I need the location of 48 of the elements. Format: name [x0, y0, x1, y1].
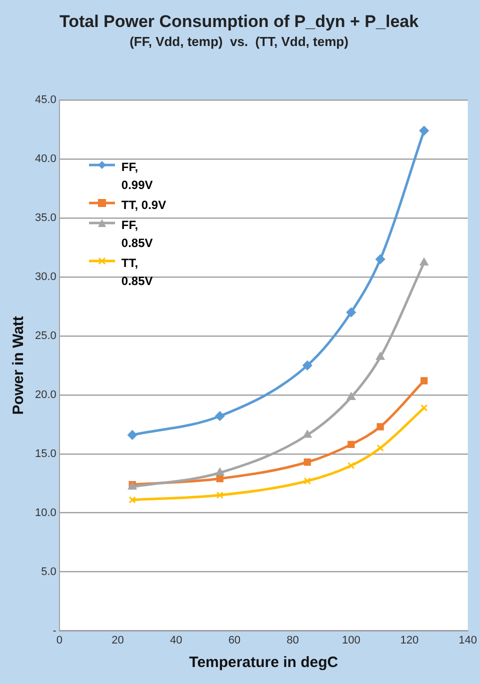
- y-tick-label: 5.0: [41, 566, 56, 578]
- x-tick-label: 0: [56, 634, 62, 646]
- point: [128, 496, 136, 504]
- point: [346, 308, 356, 318]
- point: [376, 444, 384, 452]
- legend-label: FF, 0.99V: [121, 159, 154, 194]
- x-tick-label: 60: [228, 634, 241, 646]
- point: [128, 430, 138, 440]
- legend-label: TT, 0.9V: [121, 197, 168, 214]
- x-tick-label: 20: [112, 634, 124, 646]
- y-tick-label: 35.0: [34, 212, 56, 224]
- y-tick-label: 10.0: [34, 506, 56, 519]
- point: [376, 352, 385, 360]
- y-tick-label: 15.0: [34, 448, 56, 460]
- y-axis-title: Power in Watt: [10, 316, 28, 415]
- point: [419, 126, 429, 136]
- point: [348, 462, 355, 470]
- point: [376, 254, 386, 264]
- y-tick-label: 25.0: [34, 330, 56, 342]
- x-tick-label: 140: [458, 634, 478, 646]
- x-tick-label: 100: [342, 634, 360, 646]
- y-tick-label: 20.0: [34, 388, 56, 401]
- legend-label: TT, 0.85V: [121, 255, 154, 290]
- point: [216, 468, 224, 476]
- y-tick-label: 40.0: [34, 153, 56, 166]
- point: [216, 492, 224, 499]
- chart-title: Total Power Consumption of P_dyn + P_leak: [59, 12, 420, 31]
- point: [216, 475, 224, 482]
- x-axis-title: Temperature in degC: [189, 654, 338, 672]
- point: [420, 404, 428, 412]
- point: [304, 458, 311, 466]
- point: [346, 392, 356, 400]
- y-tick-label: 45.0: [34, 94, 56, 106]
- y-tick-label: 30.0: [34, 270, 56, 283]
- point: [304, 477, 311, 485]
- x-tick-label: 80: [286, 634, 299, 646]
- y-tick-label: -: [52, 624, 57, 637]
- point: [302, 360, 312, 370]
- legend-label: FF, 0.85V: [121, 217, 154, 252]
- chart-subtitle: (FF, Vdd, temp) vs. (TT, Vdd, temp): [130, 34, 348, 49]
- point: [420, 377, 428, 384]
- point: [348, 440, 355, 448]
- x-tick-label: 40: [170, 634, 182, 646]
- point: [303, 430, 312, 438]
- point: [420, 258, 428, 266]
- point: [215, 411, 225, 421]
- point: [376, 423, 384, 430]
- x-tick-label: 120: [400, 634, 419, 646]
